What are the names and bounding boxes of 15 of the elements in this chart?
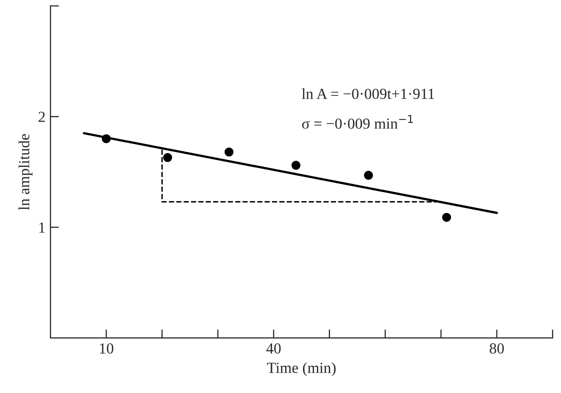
x-axis-title: Time (min) xyxy=(267,362,336,376)
point xyxy=(364,170,373,180)
point xyxy=(163,153,172,162)
y-tick-label: 1 xyxy=(39,222,45,233)
y-axis-title: ln amplitude xyxy=(18,134,32,210)
annotation: ln A = −0·009t+1·911 xyxy=(302,88,434,100)
x-tick-label: 40 xyxy=(266,343,281,354)
annotation: σ = −0·009 min$^{−1}$ xyxy=(302,115,413,129)
x-tick-label: 80 xyxy=(490,343,504,354)
x-tick-label: 10 xyxy=(100,343,114,354)
y-tick-label: 2 xyxy=(38,112,45,122)
point xyxy=(102,134,111,144)
point xyxy=(224,148,234,157)
point xyxy=(291,160,300,170)
point xyxy=(442,212,452,222)
